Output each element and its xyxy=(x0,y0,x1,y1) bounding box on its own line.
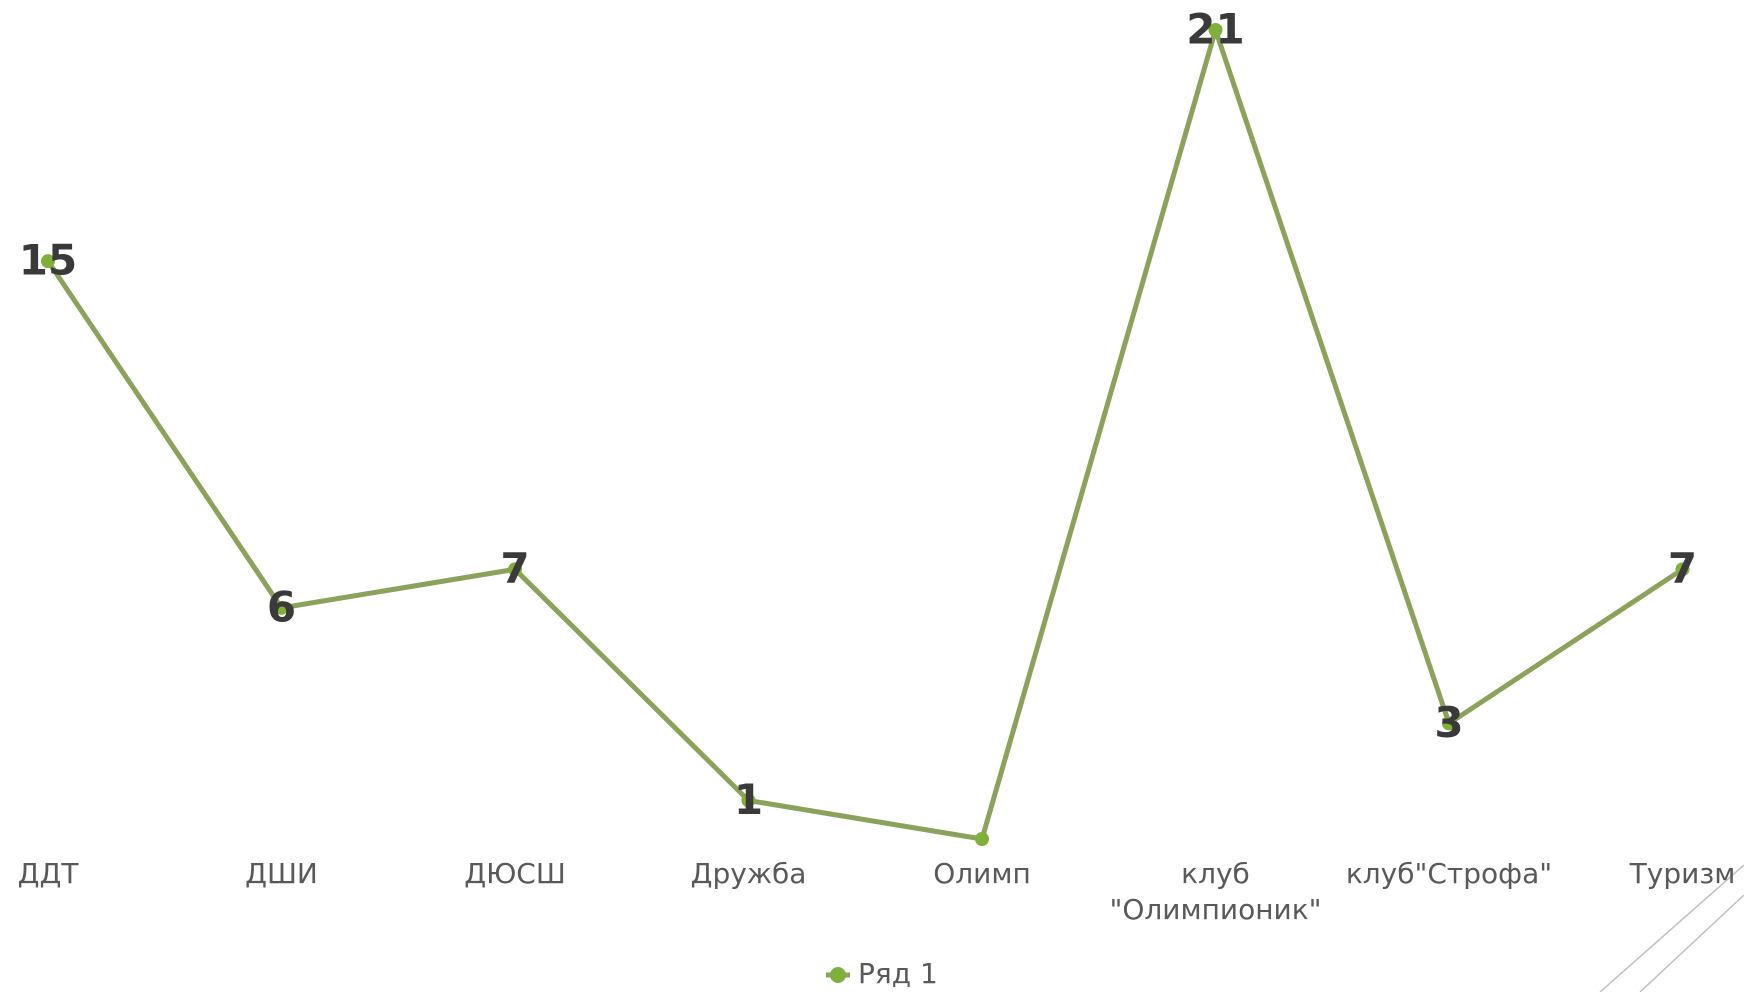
x-axis-tick-labels: ДДТ ДШИ ДЮСШ Дружба Олимп клуб "Олимпионик" клу… xyxy=(18,857,1736,926)
data-label: 7 xyxy=(1668,544,1697,593)
data-point xyxy=(1208,23,1223,37)
x-tick-label: клуб "Олимпионик" xyxy=(1109,857,1321,926)
data-label: 3 xyxy=(1434,698,1463,747)
data-point xyxy=(41,254,55,269)
data-label: 7 xyxy=(500,544,529,593)
data-label: 1 xyxy=(734,775,763,824)
x-tick-label: ДШИ xyxy=(245,857,318,890)
data-label: 6 xyxy=(267,582,296,631)
legend-label: Ряд 1 xyxy=(858,957,938,990)
x-tick-label: Дружба xyxy=(691,857,807,890)
x-tick-label: ДДТ xyxy=(18,857,80,890)
data-point xyxy=(508,562,522,577)
series-layer xyxy=(41,23,1690,846)
legend-marker xyxy=(830,967,846,983)
data-point xyxy=(975,832,989,846)
slide-corner-line xyxy=(1599,864,1744,992)
data-labels: 15 6 7 1 21 3 7 xyxy=(19,5,1697,824)
slide-corner-line xyxy=(1639,894,1744,992)
x-tick-label: Олимп xyxy=(933,857,1031,890)
data-point xyxy=(274,600,289,615)
series-line-ryad-1 xyxy=(45,27,1685,842)
x-tick-label: Туризм xyxy=(1629,857,1736,890)
legend: Ряд 1 xyxy=(826,957,938,990)
data-point xyxy=(741,793,756,808)
x-tick-label: ДЮСШ xyxy=(464,857,566,890)
data-label: 21 xyxy=(1186,5,1244,54)
data-point xyxy=(1675,562,1690,577)
data-point xyxy=(1442,716,1456,731)
data-label: 15 xyxy=(19,236,77,285)
x-tick-label: клуб"Строфа" xyxy=(1346,857,1552,890)
slide-decoration xyxy=(1599,864,1744,992)
